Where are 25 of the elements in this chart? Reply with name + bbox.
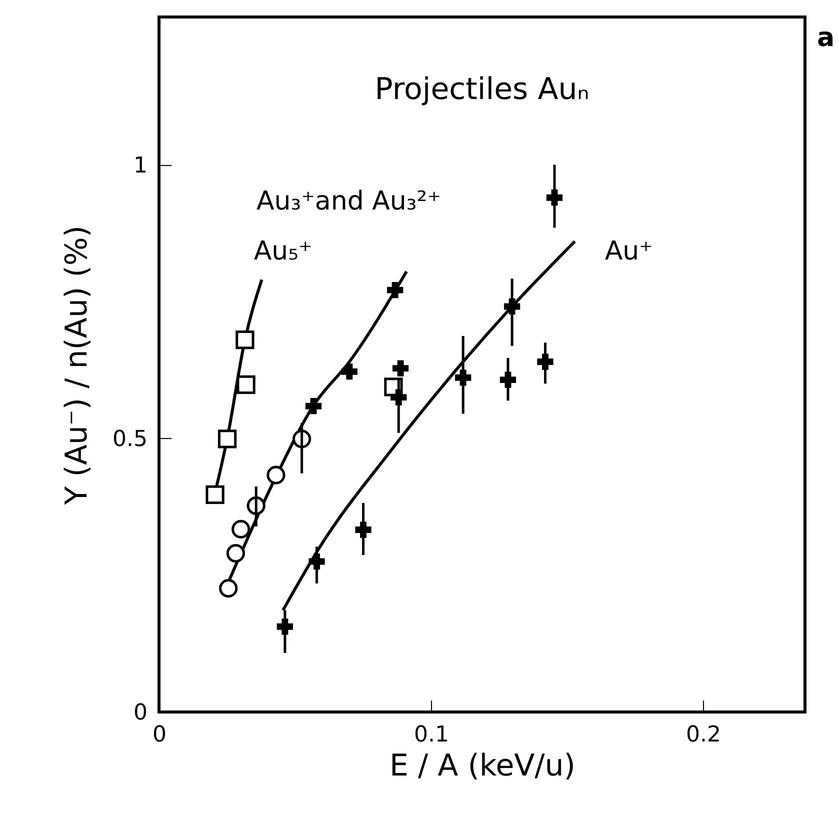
text: a [817, 23, 835, 53]
series-label: Au⁺ [604, 236, 653, 266]
x-tick-label: 0 [152, 722, 166, 748]
point [206, 485, 224, 504]
point [236, 330, 254, 350]
point [387, 282, 404, 298]
point [218, 430, 237, 448]
point [226, 544, 246, 563]
point [305, 398, 322, 414]
point [232, 520, 250, 539]
y-tick-label: 1 [134, 153, 148, 178]
y-tick-label: 0.5 [112, 426, 148, 452]
x-axis-title: E / A (keV/u) [389, 748, 576, 784]
point [219, 579, 238, 598]
annotation: Projectiles Auₙ [374, 72, 590, 107]
point [236, 375, 256, 394]
point [392, 360, 409, 376]
text: Au₃⁺and Au₃²⁺ [256, 186, 441, 216]
y-tick-label: 0 [134, 700, 148, 726]
y-axis-title: Y (Au⁻) / n(Au) (%) [60, 225, 95, 506]
point [266, 466, 286, 484]
series-label: Au₅⁺ [254, 236, 312, 267]
x-tick-label: 0.1 [414, 722, 449, 748]
x-tick-label: 0.2 [686, 722, 721, 748]
point [341, 364, 358, 380]
